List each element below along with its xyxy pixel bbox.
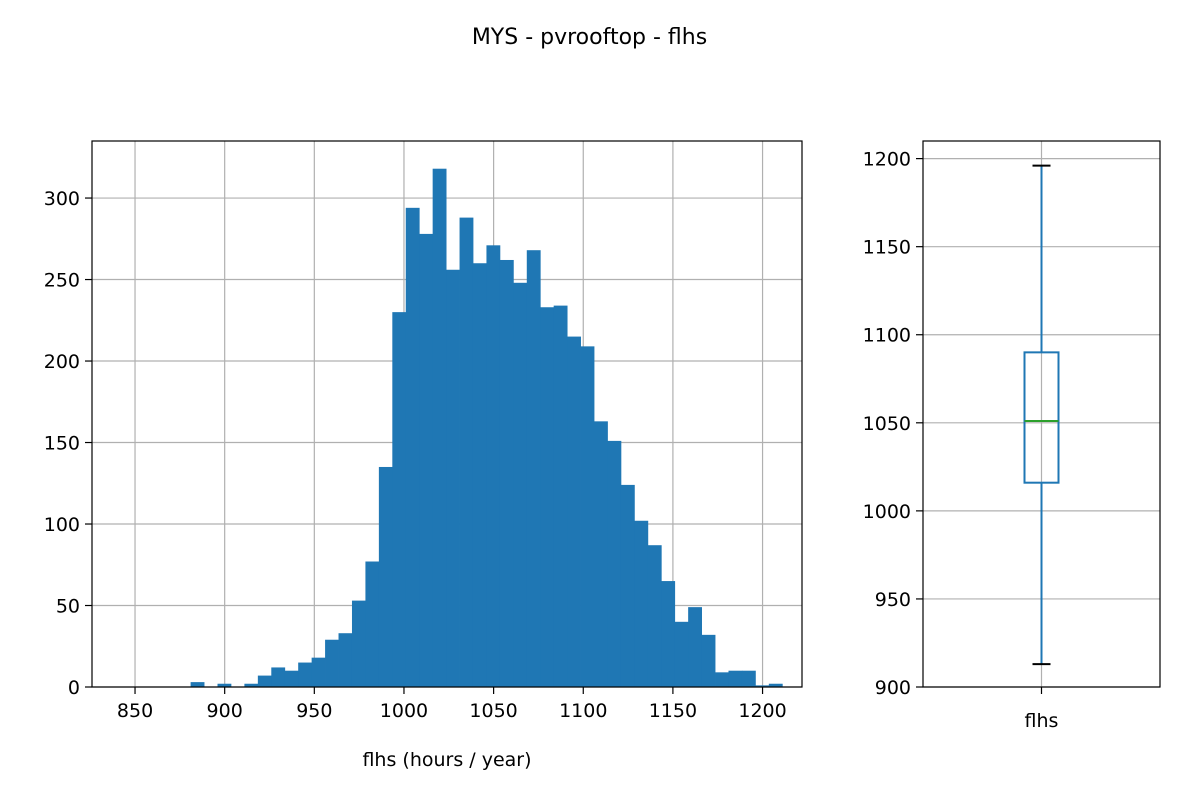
- boxplot-x-ticks: flhs: [1025, 687, 1059, 732]
- histogram-bar: [688, 607, 702, 687]
- histogram-panel: 850 900 950 1000 1050 1100 1150 1200 0 50 100 150 2…: [44, 140, 803, 771]
- histogram-bar: [768, 683, 783, 687]
- boxplot-y-tick-label: 1150: [863, 237, 911, 259]
- histogram-bar: [217, 683, 232, 687]
- boxplot-panel: 900 950 1000 1050 1100 1150 1200 flhs: [863, 140, 1161, 732]
- histogram-bar: [284, 670, 299, 687]
- histogram-bar: [715, 672, 729, 687]
- histogram-bar: [661, 581, 676, 687]
- histogram-bar: [607, 440, 622, 687]
- boxplot-y-ticks: 900 950 1000 1050 1100 1150 1200: [863, 149, 923, 699]
- boxplot-y-tick-label: 1000: [863, 501, 911, 523]
- histogram-bar: [432, 168, 447, 687]
- boxplot-y-tick-label: 950: [875, 589, 911, 611]
- histogram-bar: [446, 269, 460, 687]
- boxplot-y-tick-label: 900: [875, 677, 911, 699]
- histogram-bar: [553, 305, 568, 687]
- histogram-x-tick-label: 1200: [738, 700, 786, 722]
- boxplot-y-tick-label: 1200: [863, 149, 911, 171]
- histogram-bar: [392, 312, 407, 687]
- histogram-bar: [647, 545, 662, 687]
- histogram-bar: [540, 307, 555, 687]
- figure-title: MYS - pvrooftop - flhs: [472, 25, 707, 50]
- histogram-x-tick-label: 950: [296, 700, 332, 722]
- histogram-x-axis-label: flhs (hours / year): [362, 749, 531, 771]
- histogram-bar: [351, 600, 366, 687]
- histogram-y-tick-label: 250: [44, 270, 80, 292]
- boxplot-y-tick-label: 1050: [863, 413, 911, 435]
- histogram-x-tick-label: 850: [117, 700, 153, 722]
- histogram-bar: [674, 621, 689, 687]
- histogram-bar: [419, 233, 434, 687]
- boxplot-category-label: flhs: [1025, 710, 1059, 732]
- histogram-y-tick-label: 0: [68, 677, 80, 699]
- histogram-x-tick-label: 1150: [649, 700, 697, 722]
- histogram-bar: [459, 217, 474, 688]
- histogram-bar: [325, 639, 339, 687]
- histogram-bar: [472, 263, 487, 687]
- histogram-x-tick-label: 1100: [559, 700, 607, 722]
- histogram-y-tick-label: 200: [44, 351, 80, 373]
- histogram-bar: [311, 657, 326, 687]
- histogram-bar: [378, 466, 393, 687]
- histogram-bar: [634, 520, 649, 687]
- histogram-bar: [701, 634, 716, 687]
- histogram-bar: [741, 670, 756, 687]
- histogram-bar: [567, 336, 581, 687]
- histogram-bar: [526, 250, 541, 687]
- histogram-frame: [91, 140, 803, 688]
- histogram-bar: [594, 421, 608, 687]
- histogram-x-ticks: 850 900 950 1000 1050 1100 1150 1200: [117, 687, 787, 722]
- histogram-bar: [244, 683, 259, 687]
- histogram-bar: [486, 245, 501, 687]
- histogram-bar: [728, 670, 743, 687]
- histogram-bars: [190, 168, 783, 688]
- histogram-bar: [513, 282, 528, 687]
- histogram-bar: [580, 346, 595, 687]
- histogram-y-ticks: 0 50 100 150 200 250 300: [44, 188, 92, 699]
- histogram-bar: [257, 675, 272, 687]
- histogram-y-tick-label: 50: [56, 596, 80, 618]
- histogram-bar: [298, 662, 313, 687]
- histogram-bar: [499, 259, 514, 687]
- histogram-x-tick-label: 1000: [380, 700, 428, 722]
- histogram-bar: [338, 633, 353, 687]
- boxplot-y-tick-label: 1100: [863, 325, 911, 347]
- histogram-bar: [620, 484, 635, 687]
- histogram-bar: [271, 667, 286, 687]
- boxplot: [1023, 164, 1060, 666]
- boxplot-box: [1023, 351, 1060, 484]
- histogram-bar: [755, 685, 770, 687]
- histogram-bar: [365, 561, 380, 687]
- histogram-bar: [190, 682, 205, 687]
- histogram-x-tick-label: 900: [207, 700, 243, 722]
- histogram-y-tick-label: 150: [44, 433, 80, 455]
- histogram-y-tick-label: 300: [44, 188, 80, 210]
- histogram-x-tick-label: 1050: [469, 700, 517, 722]
- histogram-bar: [405, 207, 420, 687]
- histogram-y-tick-label: 100: [44, 514, 80, 536]
